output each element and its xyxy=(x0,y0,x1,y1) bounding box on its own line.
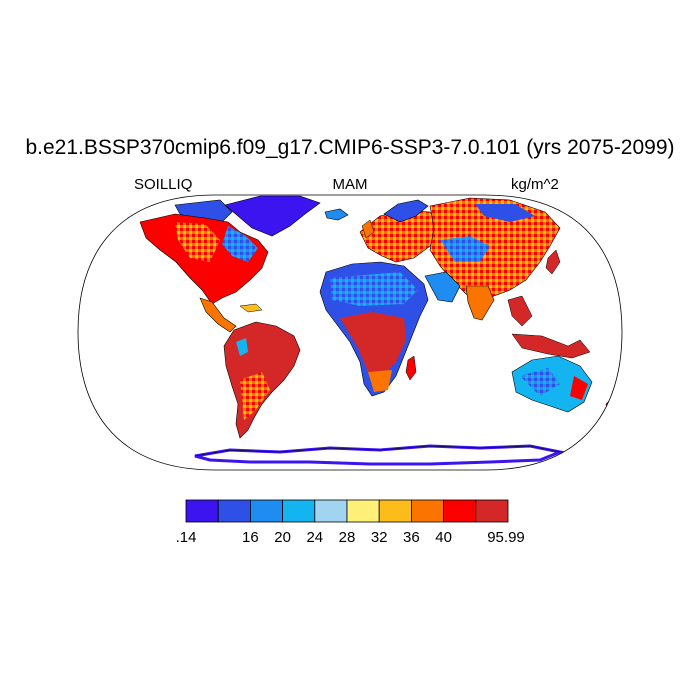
central-africa-warm xyxy=(340,312,406,378)
colorbar-box-1 xyxy=(217,499,251,523)
asia-cool xyxy=(440,236,490,262)
uk xyxy=(361,219,375,239)
japan xyxy=(545,249,561,275)
arabia xyxy=(424,271,461,303)
colorbar-box-0 xyxy=(185,499,219,523)
colorbar-box-4 xyxy=(314,499,348,523)
colorbar-tick-label: .14 xyxy=(176,529,197,546)
greenland xyxy=(224,195,321,237)
sahara-cool xyxy=(330,272,418,306)
colorbar-box-8 xyxy=(443,499,477,523)
colorbar-tick-label: 32 xyxy=(371,529,388,546)
globe-outline xyxy=(77,194,623,471)
caribbean xyxy=(239,303,263,313)
north-america-cool xyxy=(222,226,258,262)
australia-cool xyxy=(520,368,560,396)
colorbar-tick-label: 40 xyxy=(435,529,452,546)
siberia-cool xyxy=(475,204,535,222)
land-masses xyxy=(139,195,617,466)
colorbar-box-7 xyxy=(410,499,444,523)
south-america-cool xyxy=(236,338,248,356)
season-label: MAM xyxy=(332,176,368,193)
units-label: kg/m^2 xyxy=(511,176,559,193)
australia-east-warm xyxy=(570,376,588,400)
colorbar-tick-label: 20 xyxy=(274,529,291,546)
madagascar xyxy=(405,355,417,381)
south-america-warm xyxy=(240,372,270,420)
antarctic-coast xyxy=(194,445,561,457)
colorbar-tick-label: 28 xyxy=(339,529,356,546)
southern-africa xyxy=(368,370,392,392)
colorbar-box-3 xyxy=(282,499,316,523)
map-title: b.e21.BSSP370cmip6.f09_g17.CMIP6-SSP3-7.… xyxy=(25,136,675,159)
colorbar-tick-label: 16 xyxy=(242,529,259,546)
india xyxy=(465,285,495,321)
iceland xyxy=(324,208,349,221)
colorbar-box-9 xyxy=(475,499,509,523)
colorbar-box-5 xyxy=(346,499,380,523)
colorbar-tick-label: 95.99 xyxy=(487,529,525,546)
colorbar-tick-label: 24 xyxy=(306,529,323,546)
asia xyxy=(429,197,561,303)
southeast-asia xyxy=(507,295,533,327)
variable-label: SOILLIQ xyxy=(134,176,193,193)
central-america xyxy=(199,297,237,333)
colorbar-box-2 xyxy=(249,499,283,523)
colorbar-box-6 xyxy=(378,499,412,523)
scandinavia xyxy=(383,199,429,223)
north-america-warm xyxy=(175,222,220,262)
colorbar-tick-label: 36 xyxy=(403,529,420,546)
indonesia xyxy=(511,333,591,359)
